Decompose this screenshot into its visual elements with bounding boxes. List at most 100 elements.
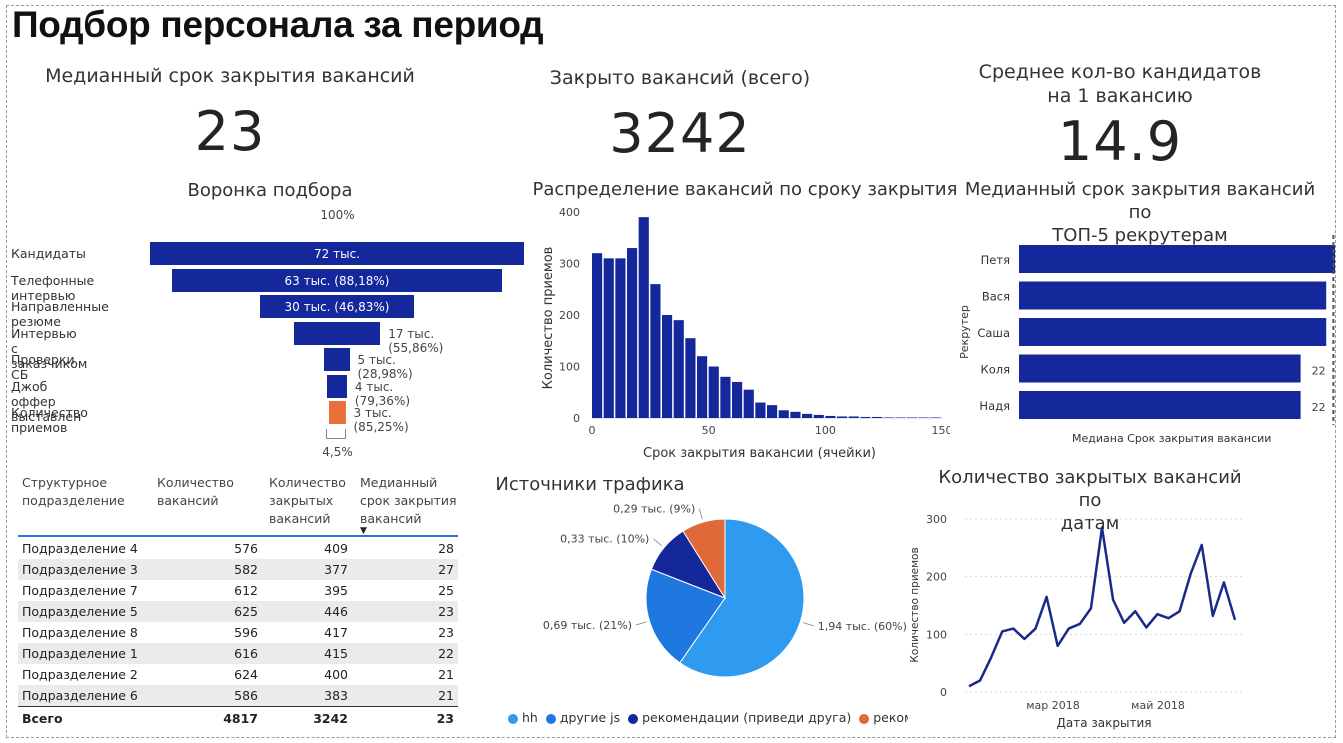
histogram-bar [883, 417, 894, 418]
recruiters-x-label: Медиана Срок закрытия вакансии [1072, 432, 1271, 445]
table-header-closed[interactable]: Количество закрытых вакансий [269, 474, 359, 528]
funnel-value-label: 4 тыс. (79,36%) [354, 379, 411, 408]
table-row[interactable]: Подразделение 1 616 415 22 [18, 643, 458, 664]
histogram-chart: 0 100 200 300 400 0 50 100 150 Срок закрытия вака… [541, 206, 951, 461]
funnel-value-label: 63 тыс. (88,18%) [284, 273, 390, 288]
kpi-avg-candidates-label: Среднее кол-во кандидатов на 1 вакансию [920, 60, 1320, 108]
funnel-bottom-bracket [326, 429, 346, 439]
histogram-y-label: Количество приемов [541, 247, 556, 390]
legend-item-hh[interactable]: hh [508, 710, 538, 725]
legend-item-other[interactable]: другие js [545, 710, 620, 725]
histogram-x-tick: 0 [589, 424, 596, 437]
line-chart-y-tick: 0 [940, 686, 947, 699]
table-header-vacancies[interactable]: Количество вакансий [157, 474, 257, 510]
funnel-stage-label: Направленные резюме [11, 299, 109, 329]
funnel-stage-label: Проверки СБ [11, 352, 75, 382]
table-cell: 22 [438, 646, 454, 661]
recruiter-name: Надя [979, 399, 1010, 413]
funnel-bar[interactable] [328, 401, 346, 424]
funnel-bar[interactable] [324, 348, 350, 371]
funnel-bar[interactable] [259, 295, 415, 318]
recruiter-name: Вася [982, 290, 1010, 304]
total-cell: Всего [22, 711, 63, 726]
histogram-y-tick: 100 [559, 361, 580, 374]
histogram-bar [907, 417, 918, 418]
histogram-x-tick: 50 [702, 424, 716, 437]
line-chart-x-label: Дата закрытия [1057, 716, 1152, 730]
funnel-top-percent: 100% [320, 208, 355, 222]
table-header-department[interactable]: Структурное подразделение [22, 474, 142, 510]
legend-item-recommend[interactable]: рекомен [859, 710, 908, 725]
legend-label: hh [522, 710, 538, 725]
histogram-x-tick: 150 [932, 424, 951, 437]
table-row[interactable]: Подразделение 6 586 383 21 [18, 685, 458, 706]
funnel-stage-label: Количество приемов [11, 405, 88, 435]
table-header-text: Медианный [360, 475, 438, 490]
traffic-legend: hh другие js рекомендации (приведи друга… [508, 710, 908, 725]
legend-dot-icon [545, 713, 556, 724]
table-cell: 23 [438, 625, 454, 640]
line-chart-title-line2: датам [1060, 513, 1120, 534]
table-cell: 383 [324, 688, 348, 703]
kpi-avg-candidates-value: 14.9 [1057, 110, 1183, 173]
table-header-text: срок закрытия [360, 493, 457, 508]
recruiter-value: 22 [1312, 401, 1326, 414]
table-cell: 596 [234, 625, 258, 640]
table-cell: 25 [438, 583, 454, 598]
table-cell: 576 [234, 541, 258, 556]
table-row[interactable]: Подразделение 8 596 417 23 [18, 622, 458, 643]
table-header-text: закрытых [269, 493, 334, 508]
table-header-text: вакансий [157, 493, 219, 508]
recruiter-name: Петя [981, 253, 1010, 267]
table-cell: 377 [324, 562, 348, 577]
dashboard-frame [6, 5, 1336, 738]
histogram-bar [732, 381, 743, 418]
funnel-stage-label: Телефонные интервью [11, 272, 95, 303]
table-header-text: вакансий [269, 511, 331, 526]
table-cell: 395 [324, 583, 348, 598]
kpi-avg-candidates-label-line2: на 1 вакансию [1047, 85, 1193, 107]
funnel-bar[interactable] [293, 321, 381, 345]
funnel-bar[interactable] [327, 374, 347, 398]
histogram-bar [825, 415, 836, 418]
table-cell: Подразделение 2 [22, 667, 138, 682]
funnel-title: Воронка подбора [187, 180, 353, 201]
kpi-avg-candidates-label-line1: Среднее кол-во кандидатов [978, 61, 1262, 83]
histogram-bar [755, 402, 766, 418]
histogram-bar [697, 356, 708, 418]
line-chart-y-tick: 300 [926, 513, 947, 526]
kpi-median-close-value: 23 [194, 100, 266, 163]
table-cell: 21 [438, 688, 454, 703]
histogram-bar [802, 413, 813, 418]
table-cell: Подразделение 3 [22, 562, 138, 577]
table-cell: 417 [324, 625, 348, 640]
funnel-bar[interactable] [150, 242, 524, 265]
table-row[interactable]: Подразделение 7 612 395 25 [18, 580, 458, 601]
table-cell: Подразделение 7 [22, 583, 138, 598]
table-cell: 21 [438, 667, 454, 682]
table-header-median[interactable]: Медианный срок закрытия вакансий [360, 474, 460, 528]
kpi-closed-total-label: Закрыто вакансий (всего) [549, 67, 811, 89]
table-cell: 409 [324, 541, 348, 556]
histogram-bar [662, 315, 673, 418]
histogram-bar [848, 416, 859, 418]
sort-down-icon[interactable]: ▼ [360, 526, 367, 536]
funnel-bar[interactable] [172, 268, 502, 292]
table-row[interactable]: Подразделение 4 576 409 28 [18, 538, 458, 559]
legend-item-referrals[interactable]: рекомендации (приведи друга) [628, 710, 851, 725]
histogram-bar [860, 416, 871, 418]
pie-data-label: 0,29 тыс. (9%) [613, 503, 695, 516]
table-row[interactable]: Подразделение 3 582 377 27 [18, 559, 458, 580]
funnel-bottom-percent: 4,5% [322, 445, 353, 459]
table-row[interactable]: Подразделение 2 624 400 21 [18, 664, 458, 685]
table-row[interactable]: Подразделение 5 625 446 23 [18, 601, 458, 622]
recruiters-title-line1: Медианный срок закрытия вакансий по [964, 179, 1316, 223]
histogram-bar [918, 417, 929, 418]
pie-data-label: 0,33 тыс. (10%) [560, 533, 649, 546]
total-cell: 4817 [223, 711, 258, 726]
histogram-bar [603, 258, 614, 418]
histogram-bar [708, 366, 719, 418]
legend-dot-icon [859, 713, 870, 724]
line-chart-series [968, 526, 1237, 688]
table-cell: 400 [324, 667, 348, 682]
